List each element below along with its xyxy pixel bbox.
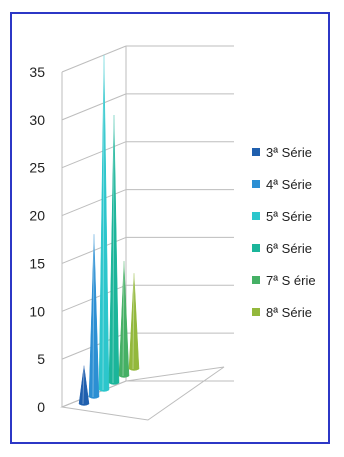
legend-swatch xyxy=(252,276,260,284)
gridline-side xyxy=(61,189,127,217)
y-tick-label: 0 xyxy=(37,399,45,415)
cone-highlight xyxy=(112,114,115,384)
chart-series xyxy=(78,54,140,406)
y-axis: 0 5 10 15 20 25 30 35 xyxy=(29,64,45,415)
legend: 3ª Série 4ª Série 5ª Série 6ª Série 7ª S éri… xyxy=(252,145,316,320)
y-tick-label: 25 xyxy=(29,160,45,176)
gridline-side xyxy=(61,141,127,169)
legend-label: 5ª Série xyxy=(266,209,312,224)
y-tick-label: 35 xyxy=(29,64,45,80)
y-tick-label: 30 xyxy=(29,112,45,128)
legend-label: 7ª S érie xyxy=(266,273,316,288)
cone-highlight xyxy=(82,365,85,405)
legend-swatch xyxy=(252,148,260,156)
cone-2 xyxy=(88,234,100,399)
cone-highlight xyxy=(92,234,95,398)
chart-walls xyxy=(60,45,234,421)
cone-5 xyxy=(118,261,130,378)
gridline-side xyxy=(61,45,127,73)
cone-highlight xyxy=(122,261,125,377)
y-tick-label: 15 xyxy=(29,255,45,271)
cone-highlight xyxy=(132,273,135,370)
legend-swatch xyxy=(252,244,260,252)
cone-6 xyxy=(128,273,140,371)
cone-highlight xyxy=(102,54,105,391)
legend-swatch xyxy=(252,180,260,188)
legend-label: 6ª Série xyxy=(266,241,312,256)
legend-label: 4ª Série xyxy=(266,177,312,192)
legend-label: 8ª Série xyxy=(266,305,312,320)
legend-label: 3ª Série xyxy=(266,145,312,160)
legend-swatch xyxy=(252,308,260,316)
legend-swatch xyxy=(252,212,260,220)
y-tick-label: 10 xyxy=(29,303,45,319)
y-tick-label: 5 xyxy=(37,351,45,367)
cone-4 xyxy=(108,114,120,385)
gridline-side xyxy=(61,93,127,121)
chart-border xyxy=(10,12,330,444)
cone-3 xyxy=(98,54,110,392)
y-tick-label: 20 xyxy=(29,208,45,224)
cone-1 xyxy=(78,365,90,406)
